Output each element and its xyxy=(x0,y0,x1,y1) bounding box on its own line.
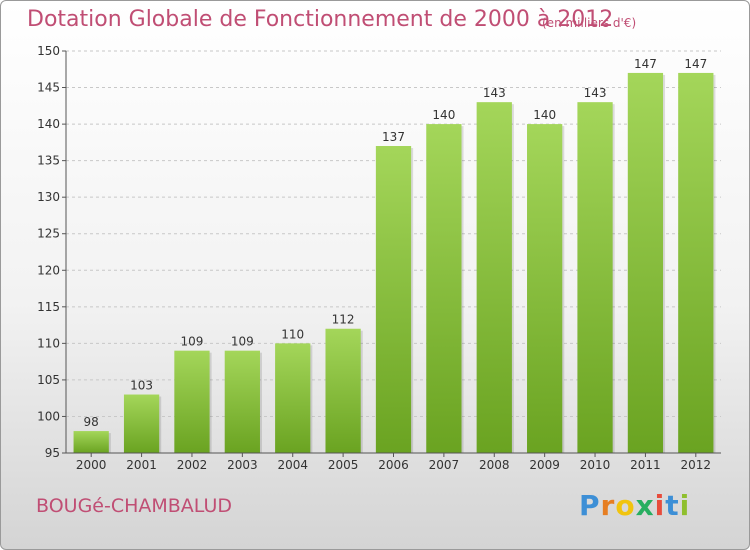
bar-value-label: 143 xyxy=(483,86,506,100)
bar-value-label: 147 xyxy=(684,57,707,71)
x-tick-label: 2008 xyxy=(479,458,510,472)
y-tick-label: 110 xyxy=(37,336,60,350)
y-tick-label: 150 xyxy=(37,44,60,58)
logo-letter: o xyxy=(615,489,636,522)
y-tick-label: 100 xyxy=(37,409,60,423)
bar-value-label: 137 xyxy=(382,130,405,144)
x-tick-label: 2009 xyxy=(529,458,560,472)
logo-letter: i xyxy=(654,489,666,522)
x-tick-label: 2001 xyxy=(126,458,157,472)
bar xyxy=(678,72,714,453)
y-tick-label: 115 xyxy=(37,300,60,314)
bar-value-label: 109 xyxy=(231,335,254,349)
bar xyxy=(73,431,109,453)
y-tick-label: 140 xyxy=(37,117,60,131)
x-tick-label: 2000 xyxy=(76,458,107,472)
bar xyxy=(627,72,664,453)
x-tick-label: 2012 xyxy=(681,458,712,472)
bar xyxy=(224,350,260,453)
x-tick-label: 2006 xyxy=(378,458,409,472)
y-tick-label: 125 xyxy=(37,227,60,241)
bar xyxy=(375,146,412,453)
bar xyxy=(577,102,613,453)
chart-title: Dotation Globale de Fonctionnement de 20… xyxy=(27,7,614,32)
bar-value-label: 110 xyxy=(281,327,304,341)
proxiti-logo[interactable]: Proxiti xyxy=(579,489,690,522)
x-tick-label: 2004 xyxy=(277,458,308,472)
logo-letter: P xyxy=(579,489,601,522)
bar-value-label: 140 xyxy=(533,108,556,122)
commune-name: BOUGé-CHAMBALUD xyxy=(36,495,232,517)
y-tick-label: 135 xyxy=(37,154,60,168)
bar xyxy=(275,343,311,453)
bar xyxy=(174,350,210,453)
bar xyxy=(426,124,462,453)
bar-value-label: 140 xyxy=(432,108,455,122)
logo-letter: r xyxy=(600,489,616,522)
y-tick-label: 130 xyxy=(37,190,60,204)
logo-letter: i xyxy=(679,489,691,522)
logo-letter: x xyxy=(635,489,655,522)
bar-value-label: 103 xyxy=(130,379,153,393)
x-tick-label: 2003 xyxy=(227,458,258,472)
x-tick-label: 2011 xyxy=(630,458,661,472)
bar-value-label: 143 xyxy=(584,86,607,100)
bar xyxy=(527,124,563,453)
x-tick-label: 2002 xyxy=(177,458,208,472)
bar xyxy=(325,328,361,453)
y-tick-label: 120 xyxy=(37,263,60,277)
bar-value-label: 112 xyxy=(332,313,355,327)
bar-value-label: 147 xyxy=(634,57,657,71)
y-tick-label: 95 xyxy=(45,446,60,460)
x-tick-label: 2007 xyxy=(429,458,460,472)
bar xyxy=(123,394,160,453)
chart-unit: (en milliers d'€) xyxy=(542,16,637,30)
bar-value-label: 98 xyxy=(84,415,99,429)
y-tick-label: 145 xyxy=(37,81,60,95)
bar xyxy=(476,102,512,453)
x-tick-label: 2010 xyxy=(580,458,611,472)
bar-value-label: 109 xyxy=(181,335,204,349)
y-tick-label: 105 xyxy=(37,373,60,387)
logo-letter: t xyxy=(665,489,680,522)
x-tick-label: 2005 xyxy=(328,458,359,472)
